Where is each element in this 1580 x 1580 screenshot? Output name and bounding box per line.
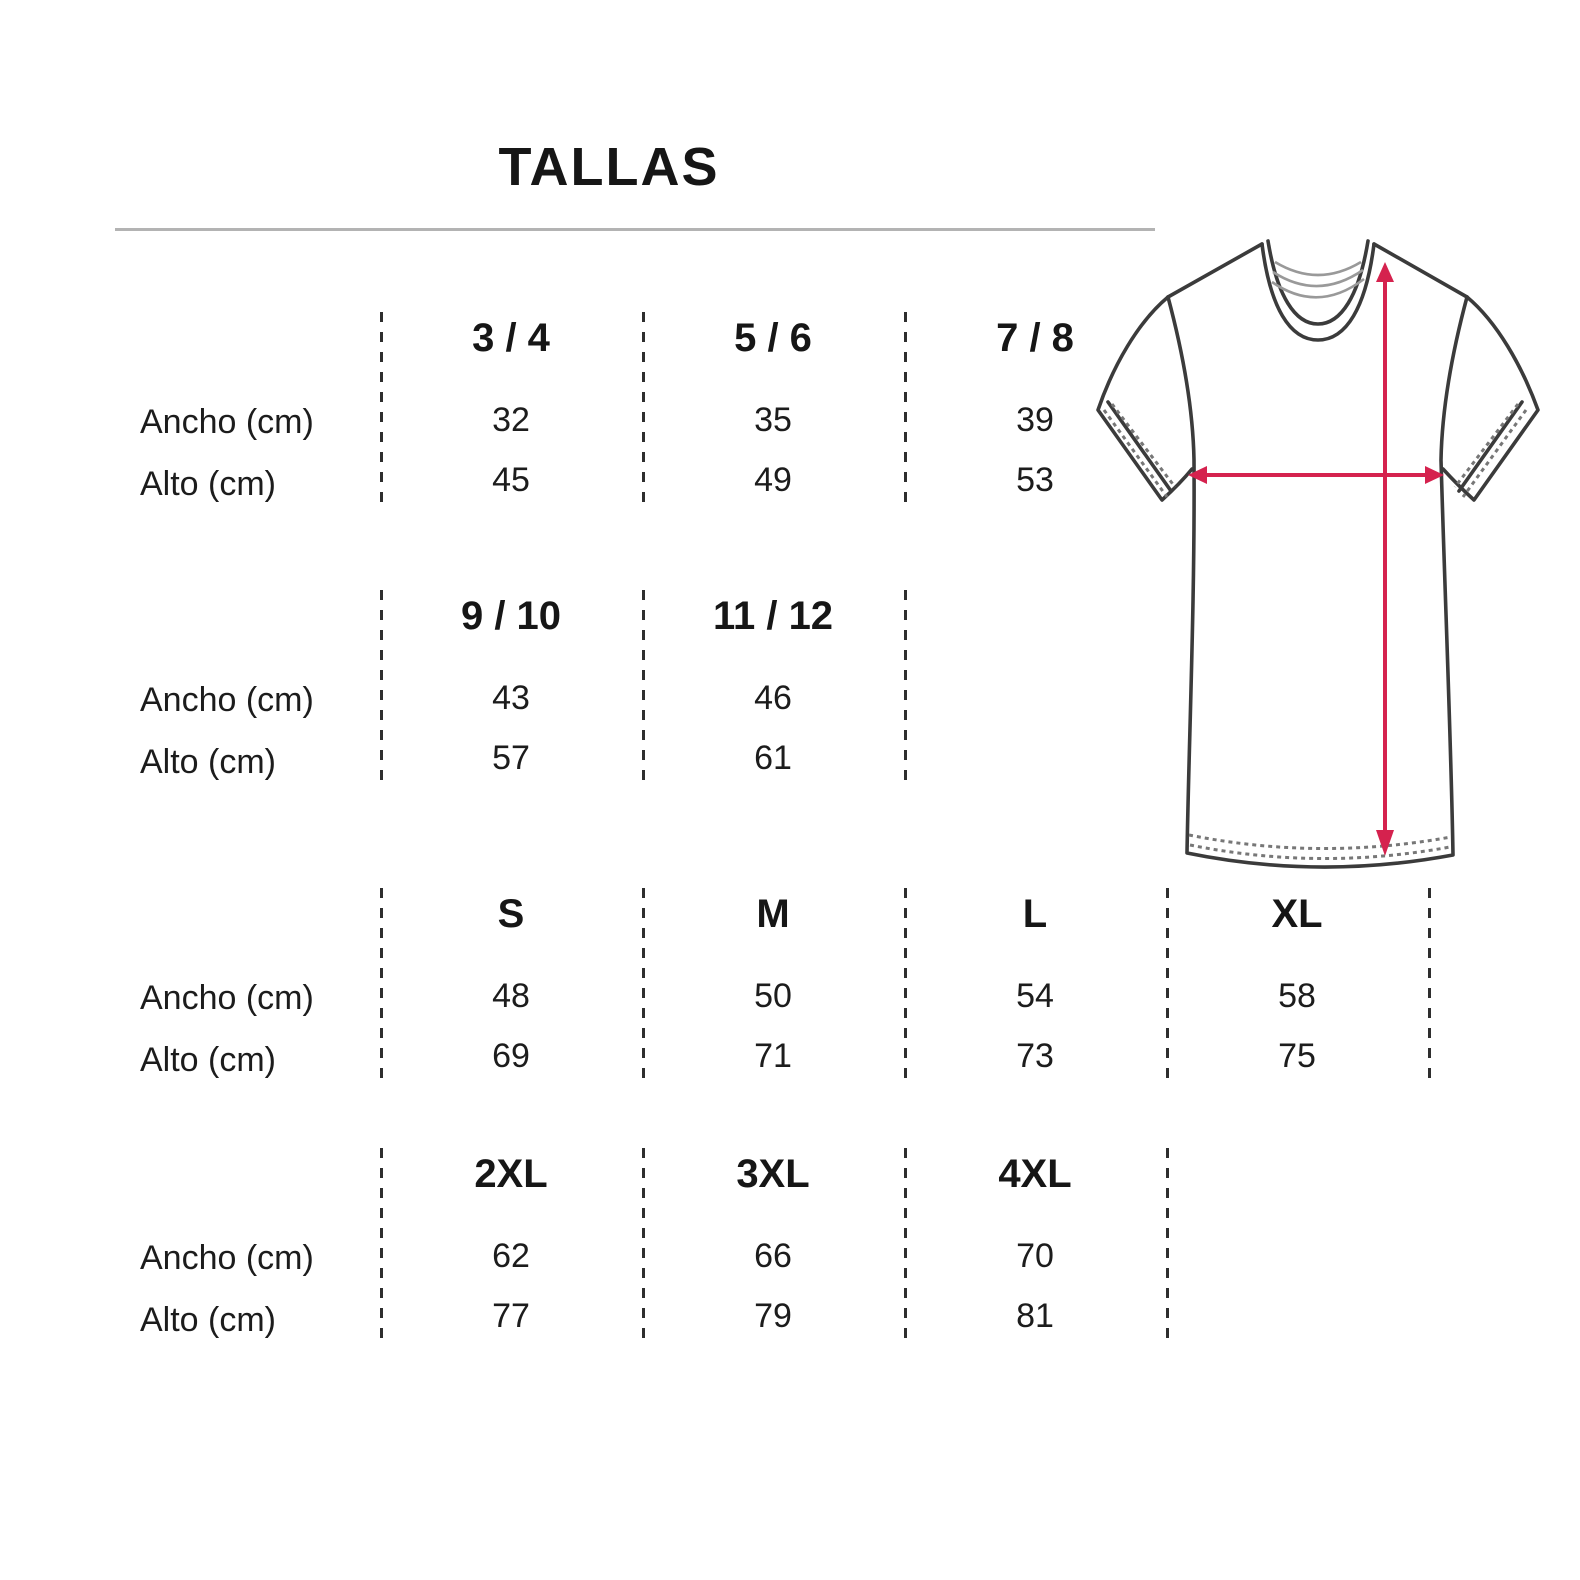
tshirt-right-sleeve [1441, 295, 1540, 502]
ancho-value: 32 [492, 401, 530, 439]
hem-stitch [1188, 833, 1452, 851]
size-group-2: Ancho (cm) Alto (cm) 9 / 10 11 / 12 43 4… [0, 590, 1580, 790]
tshirt-left-shoulder [1166, 242, 1264, 299]
size-column-header: 3XL [736, 1152, 810, 1196]
ancho-row-label: Ancho (cm) [140, 1239, 314, 1277]
alto-value: 75 [1278, 1037, 1316, 1075]
size-column-header: 2XL [474, 1152, 548, 1196]
dashed-divider [642, 1148, 645, 1340]
size-column-header: 4XL [998, 1152, 1072, 1196]
size-column-header: 7 / 8 [996, 316, 1074, 360]
alto-value: 49 [754, 461, 792, 499]
dashed-divider [380, 1148, 383, 1340]
alto-row-label: Alto (cm) [140, 1301, 276, 1339]
collar-stitch [1272, 268, 1364, 288]
tshirt-right-cuff-band [1457, 400, 1524, 493]
tshirt-collar-outer [1260, 242, 1376, 342]
dashed-divider [380, 888, 383, 1080]
size-column-header: XL [1271, 892, 1323, 936]
tshirt-diagram [1085, 238, 1545, 873]
tshirt-right-shoulder [1372, 242, 1469, 299]
ancho-row-label: Ancho (cm) [140, 403, 314, 441]
size-column-header: L [1022, 892, 1048, 936]
ancho-value: 43 [492, 679, 530, 717]
ancho-value: 70 [1016, 1237, 1054, 1275]
ancho-value: 62 [492, 1237, 530, 1275]
alto-value: 57 [492, 739, 530, 777]
tshirt-left-sleeve [1096, 295, 1194, 502]
size-column-header: M [756, 892, 790, 936]
ancho-value: 46 [754, 679, 792, 717]
alto-value: 79 [754, 1297, 792, 1335]
dashed-divider [904, 312, 907, 504]
ancho-value: 50 [754, 977, 792, 1015]
alto-value: 71 [754, 1037, 792, 1075]
title-divider [115, 228, 1155, 231]
size-column-header: S [497, 892, 525, 936]
alto-value: 45 [492, 461, 530, 499]
alto-value: 61 [754, 739, 792, 777]
dashed-divider [1166, 1148, 1169, 1340]
ancho-value: 39 [1016, 401, 1054, 439]
ancho-value: 66 [754, 1237, 792, 1275]
right-cuff-stitch [1461, 409, 1528, 498]
ancho-row-label: Ancho (cm) [140, 681, 314, 719]
alto-value: 73 [1016, 1037, 1054, 1075]
ancho-value: 54 [1016, 977, 1054, 1015]
dashed-divider [642, 312, 645, 504]
left-cuff-stitch [1102, 409, 1169, 498]
height-measure-arrow-icon [1376, 262, 1394, 856]
left-cuff-stitch [1110, 403, 1177, 488]
tshirt-collar-inner [1266, 239, 1370, 326]
dashed-divider [904, 1148, 907, 1340]
size-column-header: 5 / 6 [734, 316, 812, 360]
ancho-row-label: Ancho (cm) [140, 979, 314, 1017]
alto-row-label: Alto (cm) [140, 465, 276, 503]
collar-stitch [1271, 277, 1365, 299]
collar-stitch [1274, 260, 1362, 277]
dashed-divider [380, 590, 383, 782]
ancho-value: 35 [754, 401, 792, 439]
alto-row-label: Alto (cm) [140, 1041, 276, 1079]
hem-stitch [1189, 843, 1451, 861]
tshirt-body [1166, 295, 1469, 869]
alto-value: 81 [1016, 1297, 1054, 1335]
alto-value: 69 [492, 1037, 530, 1075]
size-group-1: Ancho (cm) Alto (cm) 3 / 4 5 / 6 7 / 8 3… [0, 312, 1580, 512]
dashed-divider [1428, 888, 1431, 1080]
dashed-divider [642, 590, 645, 782]
tshirt-left-cuff-band [1106, 400, 1173, 493]
width-measure-arrow-icon [1188, 466, 1444, 484]
size-group-4: Ancho (cm) Alto (cm) 2XL 3XL 4XL 62 66 7… [0, 1148, 1580, 1348]
alto-row-label: Alto (cm) [140, 743, 276, 781]
alto-value: 77 [492, 1297, 530, 1335]
ancho-value: 48 [492, 977, 530, 1015]
alto-value: 53 [1016, 461, 1054, 499]
dashed-divider [904, 590, 907, 782]
ancho-value: 58 [1278, 977, 1316, 1015]
size-column-header: 11 / 12 [712, 594, 834, 638]
dashed-divider [642, 888, 645, 1080]
dashed-divider [904, 888, 907, 1080]
tshirt-outline-icon [1096, 239, 1540, 869]
right-cuff-stitch [1453, 403, 1520, 488]
size-column-header: 3 / 4 [472, 316, 550, 360]
size-column-header: 9 / 10 [460, 594, 562, 638]
dashed-divider [1166, 888, 1169, 1080]
page-title: TALLAS [498, 137, 720, 197]
dashed-divider [380, 312, 383, 504]
size-group-3: Ancho (cm) Alto (cm) S M L XL 48 50 54 5… [0, 888, 1580, 1088]
